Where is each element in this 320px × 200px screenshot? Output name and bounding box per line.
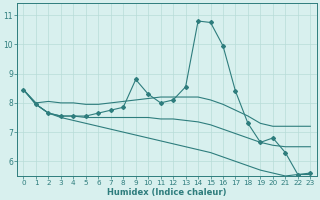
X-axis label: Humidex (Indice chaleur): Humidex (Indice chaleur): [107, 188, 227, 197]
